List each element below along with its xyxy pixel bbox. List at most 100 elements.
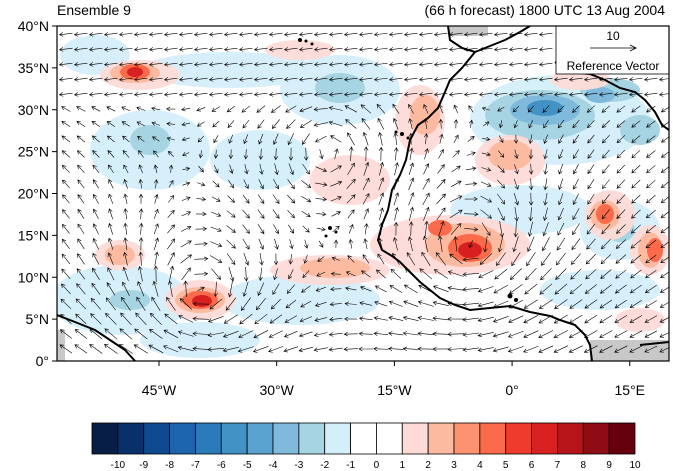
wind-arrow: [227, 281, 233, 298]
wind-arrow: [528, 207, 534, 222]
wind-arrow: [93, 193, 99, 204]
wind-arrow: [527, 236, 535, 252]
wind-arrow: [600, 238, 611, 250]
wind-arrow: [148, 344, 164, 354]
wind-arrow: [301, 285, 311, 293]
wind-arrow: [343, 346, 358, 352]
wind-arrow: [138, 193, 144, 204]
colorbar-label: 0: [374, 460, 380, 471]
lon-tick-label: 30°W: [259, 382, 294, 398]
wind-arrow: [379, 161, 384, 176]
wind-arrow: [178, 62, 193, 67]
wind-arrow: [123, 251, 128, 266]
wind-arrow: [240, 297, 251, 311]
colorbar-label: 3: [451, 460, 457, 471]
wind-arrow: [88, 32, 103, 37]
wind-arrow: [121, 296, 131, 311]
wind-arrow: [541, 252, 551, 266]
wind-arrow: [194, 256, 209, 262]
wind-arrow: [408, 103, 414, 114]
wind-arrow: [452, 150, 460, 158]
wind-arrow: [509, 268, 522, 281]
wind-arrow: [314, 135, 327, 143]
wind-arrow: [133, 62, 148, 67]
wind-arrow: [631, 150, 641, 159]
wind-arrow: [166, 296, 176, 311]
wind-arrow: [183, 280, 188, 298]
wind-arrow: [123, 164, 129, 174]
wind-arrow: [403, 47, 418, 52]
wind-arrow: [273, 268, 278, 281]
wind-arrow: [243, 134, 249, 145]
wind-arrow: [198, 165, 204, 173]
wind-arrow: [379, 207, 384, 221]
wind-arrow: [631, 105, 641, 113]
wind-arrow: [453, 119, 459, 129]
wind-arrow: [388, 77, 403, 82]
wind-arrow: [154, 193, 159, 204]
colorbar-swatch: [505, 422, 532, 455]
wind-arrow: [646, 150, 656, 158]
wind-arrow: [422, 192, 430, 206]
wind-arrow: [498, 135, 504, 144]
wind-arrow: [586, 105, 595, 113]
wind-arrow: [523, 92, 538, 97]
wind-arrow: [348, 146, 354, 162]
wind-arrow: [538, 32, 553, 37]
wind-arrow: [238, 62, 253, 67]
wind-arrow: [463, 92, 478, 97]
wind-arrow: [283, 62, 298, 67]
wind-arrow: [167, 280, 173, 297]
wind-arrow: [447, 286, 464, 291]
wind-arrow: [269, 314, 283, 324]
wind-arrow: [163, 47, 178, 52]
colorbar-label: -2: [320, 460, 329, 471]
wind-arrow: [268, 92, 283, 97]
wind-arrow: [598, 92, 613, 97]
wind-arrow: [539, 283, 553, 295]
wind-arrow: [587, 193, 595, 205]
wind-arrow: [104, 328, 118, 340]
wind-arrow: [480, 209, 492, 219]
colorbar-swatch: [531, 422, 558, 455]
wind-arrow: [238, 77, 253, 82]
wind-arrow: [378, 177, 385, 191]
wind-arrow: [523, 315, 539, 324]
wind-arrow: [482, 121, 490, 127]
wind-arrow: [631, 194, 641, 204]
wind-arrow: [466, 166, 477, 171]
wind-arrow: [92, 237, 99, 250]
wind-arrow: [614, 315, 628, 323]
wind-arrow: [73, 92, 88, 97]
wind-arrow: [601, 209, 611, 220]
wind-arrow: [453, 235, 458, 252]
wind-arrow: [330, 286, 342, 292]
wind-arrow: [62, 223, 70, 234]
wind-arrow: [587, 164, 595, 175]
wind-arrow: [316, 226, 326, 232]
wind-arrow: [108, 237, 114, 250]
wind-arrow: [645, 239, 657, 249]
wind-arrow: [553, 314, 568, 324]
wind-arrow: [258, 133, 264, 145]
wind-arrow: [373, 32, 388, 37]
wind-arrow: [237, 346, 254, 353]
wind-arrow: [543, 192, 548, 206]
wind-arrow: [226, 210, 236, 218]
wind-arrow: [508, 62, 523, 67]
wind-arrow: [343, 47, 358, 52]
wind-arrow: [453, 134, 459, 144]
wind-arrow: [394, 162, 399, 176]
wind-arrow: [403, 77, 418, 82]
wind-arrow: [478, 270, 494, 279]
wind-arrow: [482, 136, 491, 142]
wind-arrow: [196, 196, 207, 202]
wind-arrow: [358, 92, 373, 97]
wind-arrow: [118, 77, 133, 82]
wind-arrow: [207, 347, 225, 352]
wind-arrow: [465, 181, 478, 187]
wind-arrow: [646, 194, 656, 204]
wind-arrow: [330, 271, 341, 277]
wind-arrow: [212, 180, 220, 188]
wind-arrow: [107, 267, 115, 281]
